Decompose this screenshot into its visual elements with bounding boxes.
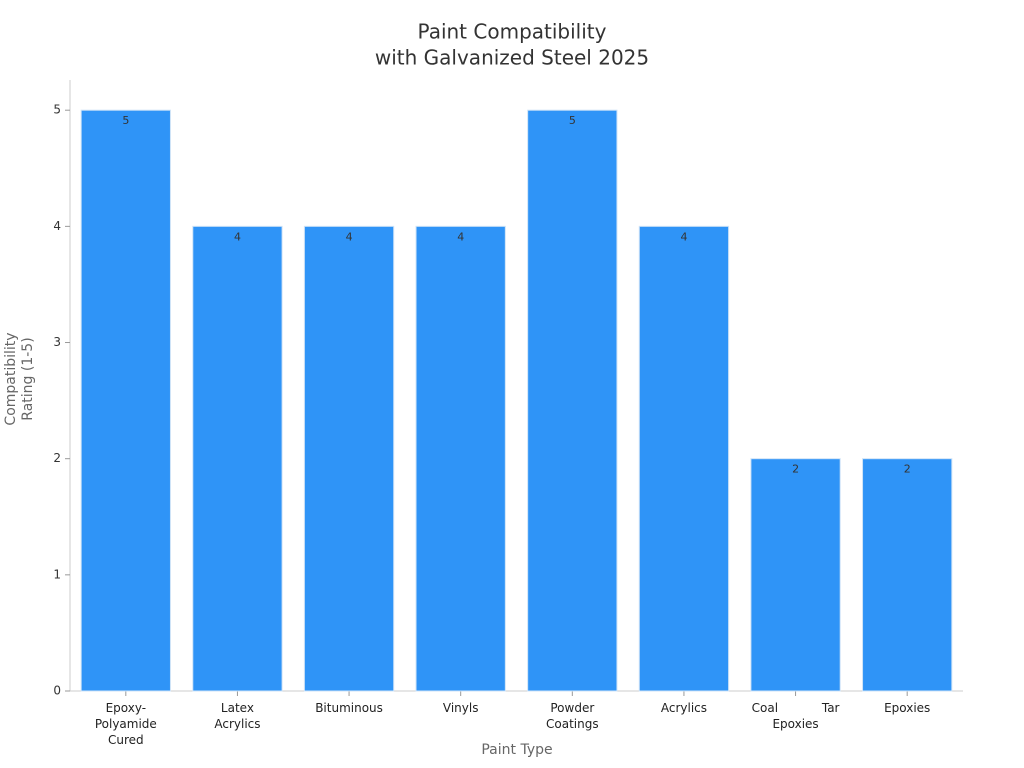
bar bbox=[527, 109, 618, 692]
x-tick-label: Epoxy-Polyamide Cured bbox=[94, 701, 157, 747]
bar bbox=[192, 225, 283, 692]
x-tick-label: Vinyls bbox=[442, 701, 479, 715]
bar bbox=[750, 458, 841, 692]
bar bbox=[862, 458, 953, 692]
chart-title: Paint Compatibility bbox=[418, 20, 607, 44]
y-tick-label: 0 bbox=[53, 684, 61, 698]
bar bbox=[638, 225, 730, 692]
y-tick-label: 4 bbox=[53, 219, 61, 233]
bar bbox=[80, 109, 171, 692]
x-tick-label: Powder Coatings bbox=[546, 701, 599, 731]
x-tick-label: Acrylics bbox=[660, 701, 708, 715]
data-label: 4 bbox=[234, 230, 241, 243]
y-tick-label: 1 bbox=[53, 567, 61, 581]
data-label: 5 bbox=[122, 114, 129, 127]
y-tick-label: 2 bbox=[53, 451, 61, 465]
x-tick-label: Coal Tar Epoxies bbox=[751, 701, 840, 731]
y-axis-label: Compatibility Rating (1-5) bbox=[3, 332, 36, 426]
x-tick-label: Latex Acrylics bbox=[214, 701, 261, 731]
data-label: 4 bbox=[680, 230, 687, 243]
bar bbox=[303, 225, 395, 692]
data-label: 4 bbox=[346, 230, 353, 243]
bar bbox=[415, 225, 506, 692]
data-label: 2 bbox=[792, 463, 799, 476]
data-label: 4 bbox=[457, 230, 464, 243]
chart-title: with Galvanized Steel 2025 bbox=[375, 46, 649, 70]
x-tick-label: Bituminous bbox=[315, 701, 383, 715]
x-tick-label: Epoxies bbox=[884, 701, 931, 715]
x-axis-label: Paint Type bbox=[481, 742, 552, 758]
y-tick-label: 5 bbox=[53, 103, 61, 117]
data-label: 5 bbox=[569, 114, 576, 127]
data-label: 2 bbox=[904, 463, 911, 476]
y-tick-label: 3 bbox=[53, 335, 61, 349]
